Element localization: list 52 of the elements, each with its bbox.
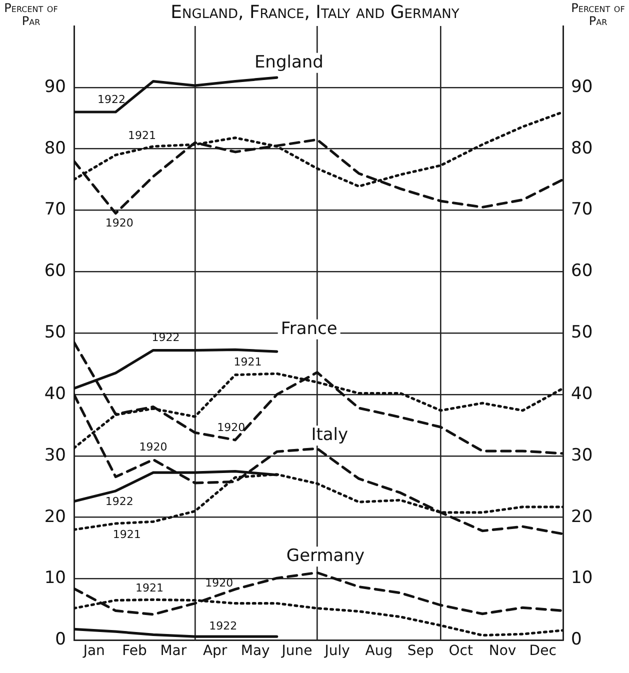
series-label: 1922 xyxy=(105,494,134,508)
x-tick-label: Sep xyxy=(407,643,434,660)
line-series xyxy=(74,341,563,455)
annotation: France xyxy=(280,318,338,339)
y-tick-label: 40 xyxy=(44,384,66,404)
y2-tick-label: 50 xyxy=(571,322,593,343)
chart-title: England, France, Italy and Germany xyxy=(170,2,460,23)
series-label: 1920 xyxy=(105,216,134,230)
y2-tick-label: 90 xyxy=(571,76,593,97)
y2-axis-title: Percent of Par xyxy=(570,1,626,28)
y-tick-label: 50 xyxy=(44,322,66,343)
y-tick-label: 10 xyxy=(44,568,66,588)
y-axis-title: Percent of Par xyxy=(3,1,59,28)
x-tick-label: Jan xyxy=(82,643,105,660)
y2-tick-label: 80 xyxy=(571,138,593,158)
y2-tick-label: 0 xyxy=(571,630,582,650)
x-tick-label: Oct xyxy=(448,643,474,660)
x-tick-label: Nov xyxy=(488,643,516,660)
series-label: 1922 xyxy=(97,92,126,106)
series-label: 1921 xyxy=(136,582,164,595)
x-tick-label: Feb xyxy=(122,643,147,660)
x-tick-label: July xyxy=(324,643,350,660)
series-label: 1920 xyxy=(205,576,234,590)
y-tick-label: 70 xyxy=(44,200,66,220)
x-tick-label: Mar xyxy=(160,643,187,660)
y2-tick-label: 60 xyxy=(571,261,593,282)
series-label: 1921 xyxy=(234,355,262,368)
annotation: Germany xyxy=(286,546,365,566)
annotation: Italy xyxy=(311,425,348,446)
y-tick-label: 80 xyxy=(44,138,66,158)
series-label: 1921 xyxy=(112,528,141,541)
y-tick-label: 60 xyxy=(44,261,66,282)
y2-tick-label: 30 xyxy=(571,445,593,466)
series-label: 1920 xyxy=(139,440,168,454)
x-tick-label: Dec xyxy=(529,643,556,660)
series-label: 1922 xyxy=(152,331,180,344)
x-tick-label: Apr xyxy=(202,643,228,660)
x-tick-label: May xyxy=(240,643,270,660)
y2-tick-label: 10 xyxy=(571,568,593,588)
series-label: 1921 xyxy=(128,128,156,142)
y-tick-label: 0 xyxy=(55,630,66,650)
y-tick-label: 20 xyxy=(44,506,66,527)
x-tick-label: Aug xyxy=(365,643,393,660)
y-tick-label: 30 xyxy=(44,445,66,466)
series-label: 1922 xyxy=(209,619,238,632)
x-tick-label: June xyxy=(280,643,312,660)
y2-tick-label: 20 xyxy=(571,506,593,527)
y2-tick-label: 40 xyxy=(571,384,593,404)
series-label: 1920 xyxy=(217,421,246,434)
y-tick-label: 90 xyxy=(44,76,66,97)
annotation: England xyxy=(254,52,324,72)
y2-tick-label: 70 xyxy=(571,200,593,220)
